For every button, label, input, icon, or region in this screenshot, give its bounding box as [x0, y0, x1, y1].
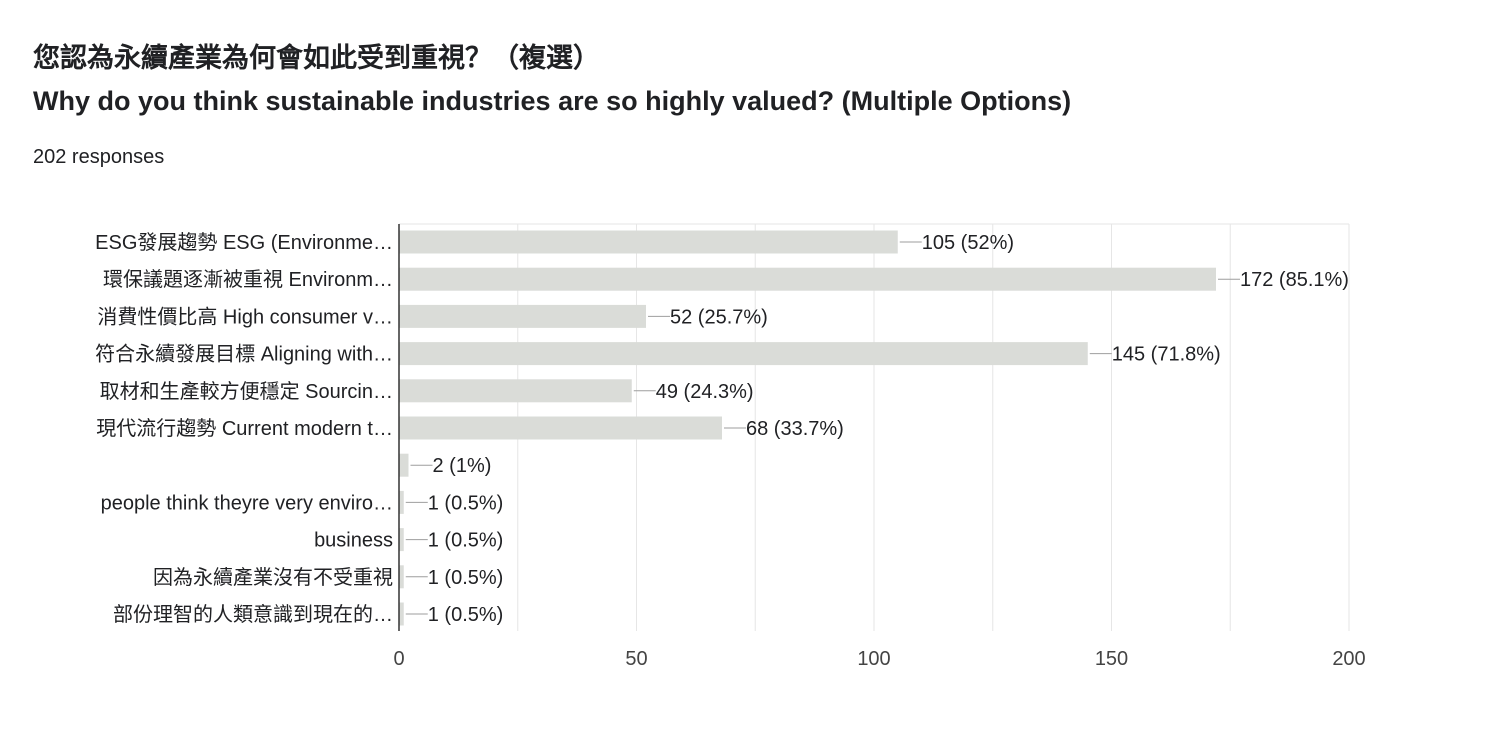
bar-value-label: 1 (0.5%): [428, 604, 504, 626]
bar-value-label: 145 (71.8%): [1112, 344, 1221, 366]
chart-title-zh: 您認為永續產業為何會如此受到重視？（複選）: [33, 43, 600, 73]
category-label: 消費性價比高 High consumer v…: [97, 305, 393, 328]
bar: [399, 379, 632, 403]
category-label: 因為永續產業沒有不受重視: [153, 566, 393, 589]
bar-value-label: 49 (24.3%): [656, 381, 754, 403]
x-tick-label: 50: [625, 648, 647, 670]
category-label: 部份理智的人類意識到現在的…: [113, 603, 393, 626]
bar-value-label: 68 (33.7%): [746, 418, 844, 440]
bar-value-label: 1 (0.5%): [428, 530, 504, 552]
category-label: 現代流行趨勢 Current modern t…: [96, 417, 393, 440]
category-label: ESG發展趨勢 ESG (Environme…: [95, 231, 393, 254]
bar: [399, 416, 722, 440]
bar: [399, 565, 404, 589]
bar: [399, 453, 409, 477]
bar-value-label: 52 (25.7%): [670, 306, 768, 328]
x-tick-label: 150: [1095, 648, 1128, 670]
category-label: 取材和生產較方便穩定 Sourcin…: [100, 380, 393, 403]
category-label: 符合永續發展目標 Aligning with…: [95, 343, 393, 366]
x-tick-label: 100: [857, 648, 890, 670]
bar-value-label: 1 (0.5%): [428, 492, 504, 514]
x-tick-label: 200: [1332, 648, 1365, 670]
bar-value-label: 105 (52%): [922, 232, 1014, 254]
bar: [399, 602, 404, 626]
bar: [399, 267, 1216, 291]
bar: [399, 490, 404, 514]
bar: [399, 342, 1088, 366]
chart-title-en: Why do you think sustainable industries …: [33, 86, 1072, 116]
bar: [399, 230, 898, 254]
bar: [399, 304, 646, 328]
bar-value-label: 2 (1%): [433, 455, 492, 477]
category-label: business: [314, 530, 393, 552]
x-tick-label: 0: [393, 648, 404, 670]
bar-value-label: 172 (85.1%): [1240, 269, 1349, 291]
bar: [399, 528, 404, 552]
response-count: 202 responses: [33, 146, 165, 168]
category-label: people think theyre very enviro…: [101, 492, 393, 514]
bar-value-label: 1 (0.5%): [428, 567, 504, 589]
category-label: 環保議題逐漸被重視 Environm…: [103, 268, 393, 291]
